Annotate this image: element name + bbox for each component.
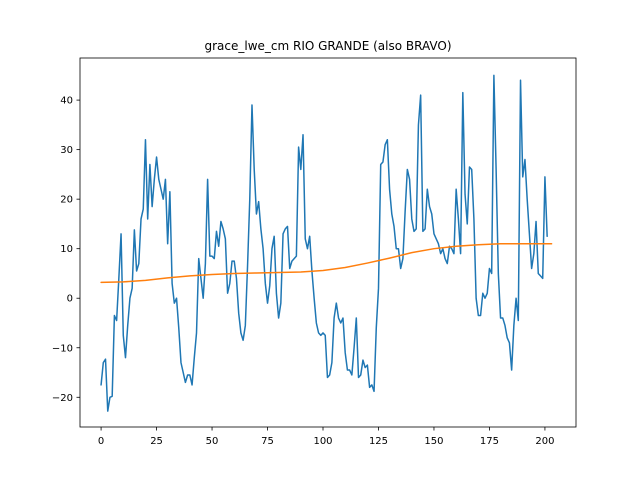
y-axis: −20 −10 0 10 20 30 40 <box>52 96 80 404</box>
x-tick-label: 75 <box>261 436 274 447</box>
series-line-trend <box>100 242 553 284</box>
x-tick-label: 50 <box>206 436 219 447</box>
axes-frame <box>79 57 577 428</box>
y-tick-label: −10 <box>52 343 73 354</box>
x-tick-label: 150 <box>424 436 443 447</box>
chart-title: grace_lwe_cm RIO GRANDE (also BRAVO) <box>204 39 451 53</box>
x-tick-label: 100 <box>313 436 332 447</box>
y-tick-label: 10 <box>60 244 73 255</box>
x-axis: 0 25 50 75 100 125 150 175 200 <box>98 427 554 447</box>
y-tick-label: 40 <box>60 96 73 107</box>
y-tick-label: 30 <box>60 145 73 156</box>
y-tick-label: 0 <box>67 294 73 305</box>
x-tick-label: 0 <box>98 436 104 447</box>
x-tick-label: 175 <box>480 436 499 447</box>
x-tick-label: 125 <box>369 436 388 447</box>
x-tick-label: 200 <box>535 436 554 447</box>
series-line-observed <box>100 74 548 412</box>
x-tick-label: 25 <box>150 436 163 447</box>
y-tick-label: −20 <box>52 393 73 404</box>
plot-area <box>100 74 553 412</box>
y-tick-label: 20 <box>60 195 73 206</box>
